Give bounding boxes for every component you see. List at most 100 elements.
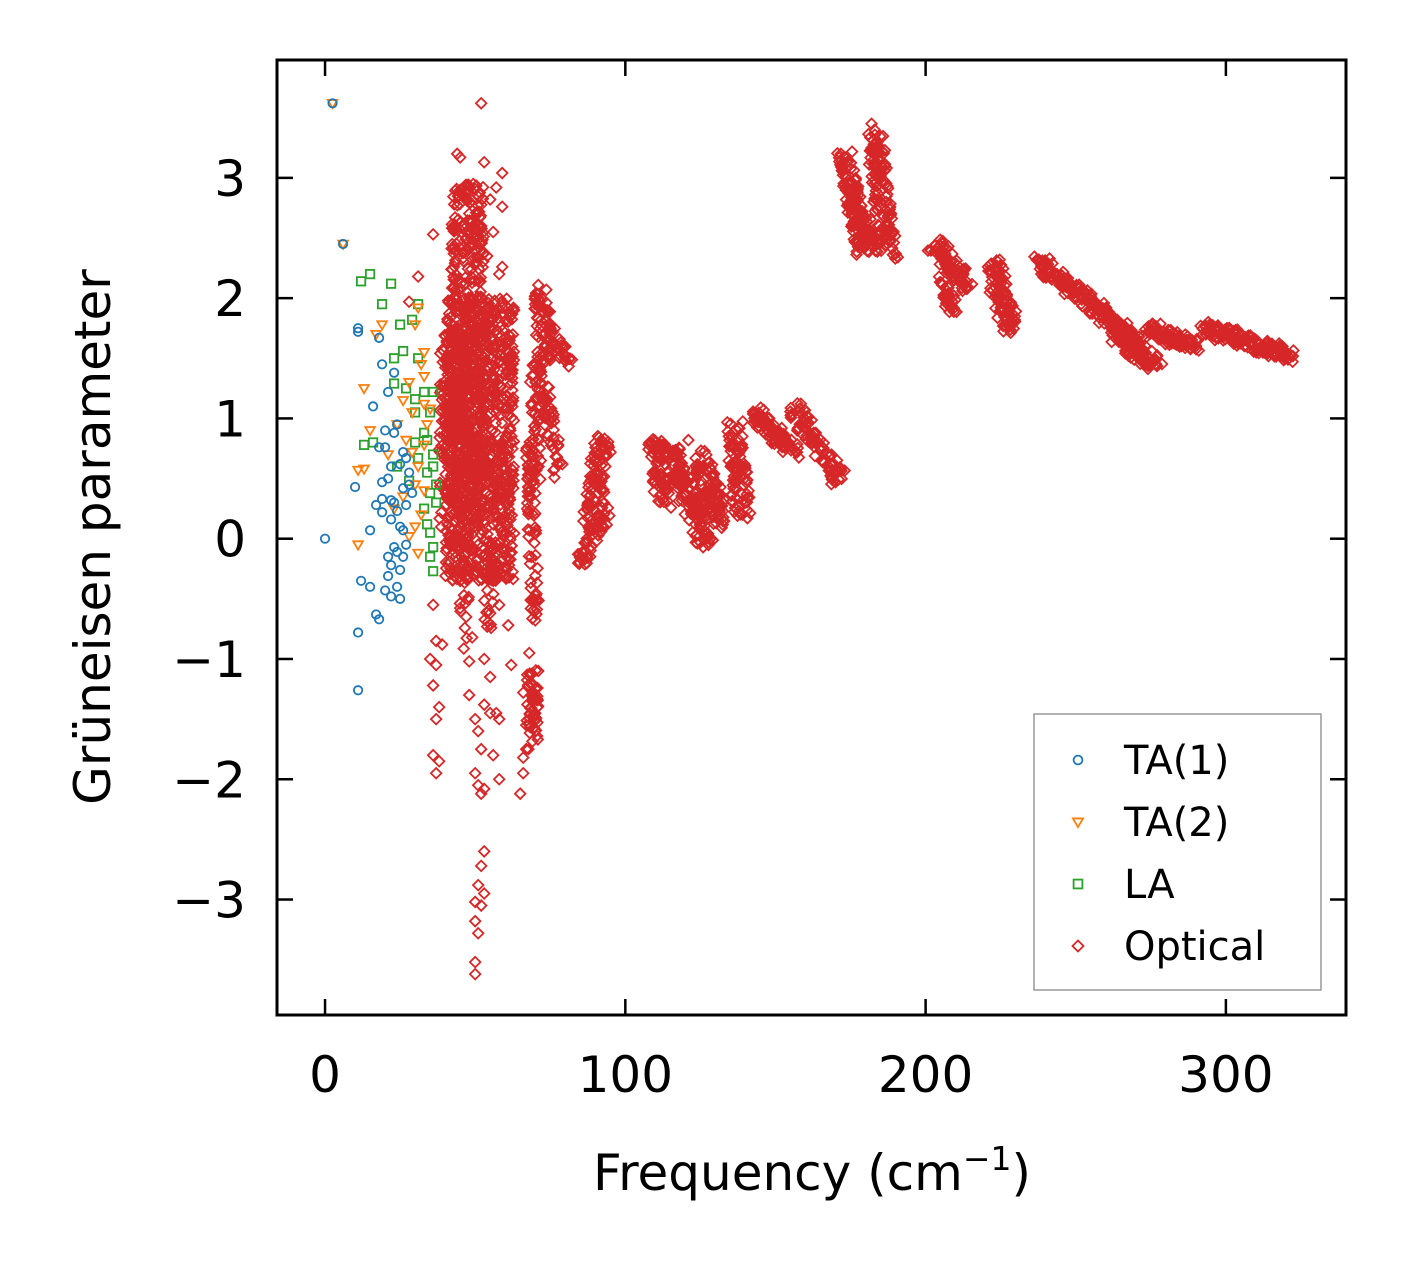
data-point-optical xyxy=(1286,355,1300,369)
y-tick-label: 2 xyxy=(214,270,246,328)
data-point-optical xyxy=(724,444,738,458)
data-point-optical xyxy=(1241,329,1255,343)
legend-entry-la: LA xyxy=(1072,862,1175,908)
data-point-optical xyxy=(933,257,947,271)
data-point-optical xyxy=(488,477,502,491)
data-point-optical xyxy=(956,268,970,282)
data-point-optical xyxy=(668,444,682,458)
data-point-optical xyxy=(871,186,885,201)
data-point-optical xyxy=(458,621,472,635)
data-point-optical xyxy=(489,416,503,430)
data-point-optical xyxy=(657,495,671,509)
data-point-optical xyxy=(1004,326,1018,340)
data-point-la xyxy=(428,566,439,577)
data-point-optical xyxy=(434,520,448,534)
data-point-optical xyxy=(461,479,475,493)
data-point-optical xyxy=(462,438,476,452)
data-point-optical xyxy=(549,450,563,464)
data-point-optical xyxy=(489,706,503,720)
data-point-optical xyxy=(453,574,467,588)
data-point-optical xyxy=(457,642,471,656)
data-point-optical xyxy=(997,288,1011,302)
data-point-optical xyxy=(456,505,470,519)
data-point-optical xyxy=(463,273,477,287)
data-point-ta-1- xyxy=(398,551,409,562)
data-point-optical xyxy=(454,531,468,545)
data-point-optical xyxy=(459,443,473,457)
data-point-optical xyxy=(532,294,546,308)
data-point-optical xyxy=(1252,346,1266,360)
data-point-optical xyxy=(881,223,895,237)
data-point-optical xyxy=(520,714,534,728)
data-point-optical xyxy=(761,424,775,438)
data-point-optical xyxy=(501,618,515,632)
data-point-optical xyxy=(498,472,512,486)
data-point-ta-1- xyxy=(389,427,400,438)
data-point-optical xyxy=(582,521,596,535)
data-point-optical xyxy=(476,318,490,332)
data-point-optical xyxy=(692,463,706,477)
data-point-optical xyxy=(850,192,864,206)
data-point-optical xyxy=(446,270,461,284)
legend-entry-ta1: TA(1) xyxy=(1072,738,1229,784)
data-point-optical xyxy=(992,272,1006,286)
data-point-optical xyxy=(524,490,538,504)
data-point-ta-2- xyxy=(402,378,416,389)
data-point-optical xyxy=(500,562,514,576)
data-point-optical xyxy=(475,290,489,304)
data-point-optical xyxy=(438,569,452,583)
data-point-optical xyxy=(937,239,951,253)
data-point-optical xyxy=(484,618,498,632)
data-point-optical xyxy=(477,844,491,858)
data-point-optical xyxy=(451,393,465,407)
data-point-optical xyxy=(467,251,481,265)
data-point-optical xyxy=(848,179,862,193)
data-point-optical xyxy=(507,303,521,317)
data-point-optical xyxy=(460,516,474,530)
data-point-ta-2- xyxy=(411,303,425,315)
data-point-optical xyxy=(487,494,501,508)
data-point-ta-2- xyxy=(399,435,413,447)
data-point-optical xyxy=(451,223,465,237)
data-point-optical xyxy=(502,306,516,320)
data-point-la xyxy=(395,319,406,330)
data-point-optical xyxy=(499,467,513,481)
data-point-optical xyxy=(924,243,938,257)
data-point-optical xyxy=(459,610,473,624)
data-point-optical xyxy=(441,356,455,370)
data-point-la xyxy=(413,453,424,464)
data-point-optical xyxy=(448,299,462,313)
data-point-optical xyxy=(476,371,490,385)
data-point-optical xyxy=(513,787,527,801)
data-point-optical xyxy=(580,535,594,549)
data-point-optical xyxy=(525,678,539,692)
data-point-optical xyxy=(441,557,455,571)
data-point-optical xyxy=(495,318,509,332)
data-point-optical xyxy=(1261,349,1276,363)
data-point-optical xyxy=(504,397,518,411)
data-point-optical xyxy=(1129,332,1143,346)
data-point-optical xyxy=(936,234,950,248)
data-point-optical xyxy=(1102,306,1116,320)
data-point-optical xyxy=(1251,334,1265,348)
data-point-optical xyxy=(883,200,897,214)
data-point-optical xyxy=(672,466,686,480)
data-point-optical xyxy=(516,751,530,765)
data-point-ta-2- xyxy=(405,408,419,420)
data-point-optical xyxy=(495,389,509,403)
data-point-optical xyxy=(495,541,509,555)
data-point-optical xyxy=(443,454,457,468)
data-point-optical xyxy=(483,606,497,620)
data-point-optical xyxy=(460,472,474,486)
data-point-optical xyxy=(467,243,482,257)
data-point-optical xyxy=(461,340,475,354)
data-point-optical xyxy=(531,561,545,575)
legend-marker-optical xyxy=(1071,939,1085,953)
data-point-optical xyxy=(1138,358,1152,372)
data-point-la xyxy=(376,299,388,310)
data-point-optical xyxy=(865,117,879,131)
data-point-la xyxy=(428,449,439,460)
data-point-optical xyxy=(461,213,475,228)
data-point-optical xyxy=(468,712,482,726)
data-point-optical xyxy=(755,410,769,424)
